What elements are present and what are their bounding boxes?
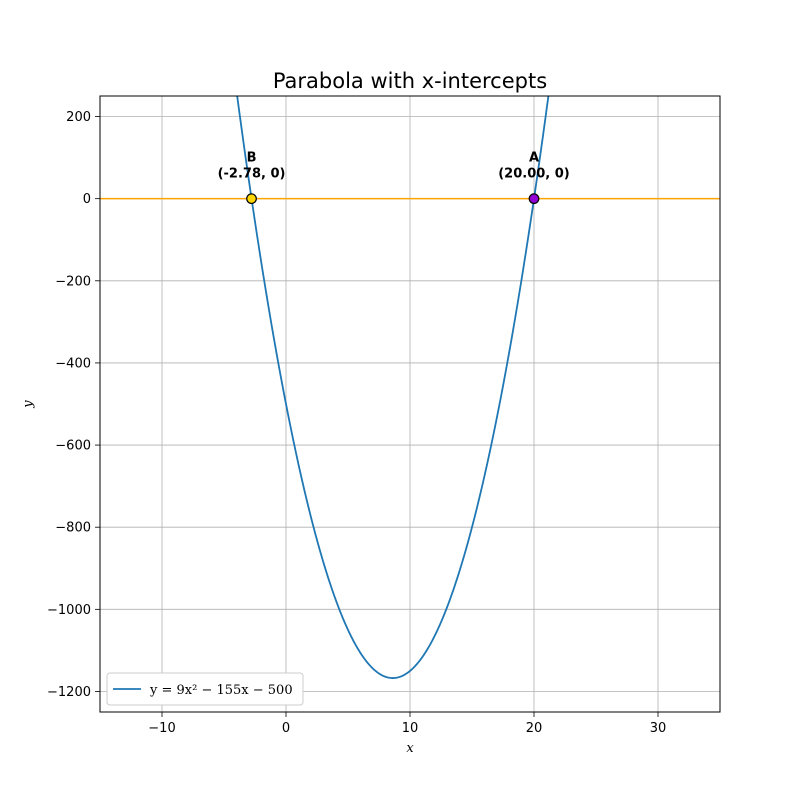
y-tick-label: −800 <box>55 521 91 536</box>
point-label-a: A <box>529 151 539 166</box>
x-tick-label: 10 <box>402 721 419 736</box>
y-tick-label: −1200 <box>47 685 91 700</box>
x-tick-label: 20 <box>526 721 543 736</box>
y-tick-label: 0 <box>83 192 91 207</box>
x-tick-label: 30 <box>650 721 667 736</box>
x-axis-label: x <box>406 741 414 756</box>
x-tick-label: 0 <box>282 721 290 736</box>
legend: y = 9x² − 155x − 500 <box>106 672 304 706</box>
intercept-points: B(-2.78, 0) A(20.00, 0) <box>218 151 570 205</box>
y-tick-label: −200 <box>55 274 91 289</box>
plot-frame <box>99 95 721 713</box>
intercept-point-a <box>528 193 540 205</box>
y-tick-label: −400 <box>55 356 91 371</box>
legend-box <box>106 672 304 706</box>
x-axis-ticks: −10 0 10 20 30 <box>148 712 666 736</box>
legend-label: y = 9x² − 155x − 500 <box>149 683 293 698</box>
y-axis-ticks: 200 0 −200 −400 −600 −800 −1000 −1200 <box>47 110 100 700</box>
y-tick-label: −1000 <box>47 603 91 618</box>
parabola-curve <box>236 96 550 679</box>
point-coords-a: (20.00, 0) <box>498 167 570 182</box>
point-coords-b: (-2.78, 0) <box>218 167 286 182</box>
y-tick-label: 200 <box>66 110 91 125</box>
y-tick-label: −600 <box>55 439 91 454</box>
x-tick-label: −10 <box>148 721 175 736</box>
chart-title: Parabola with x-intercepts <box>273 69 547 93</box>
point-label-b: B <box>247 151 257 166</box>
y-axis-label: y <box>21 400 36 409</box>
intercept-point-b <box>246 193 257 205</box>
